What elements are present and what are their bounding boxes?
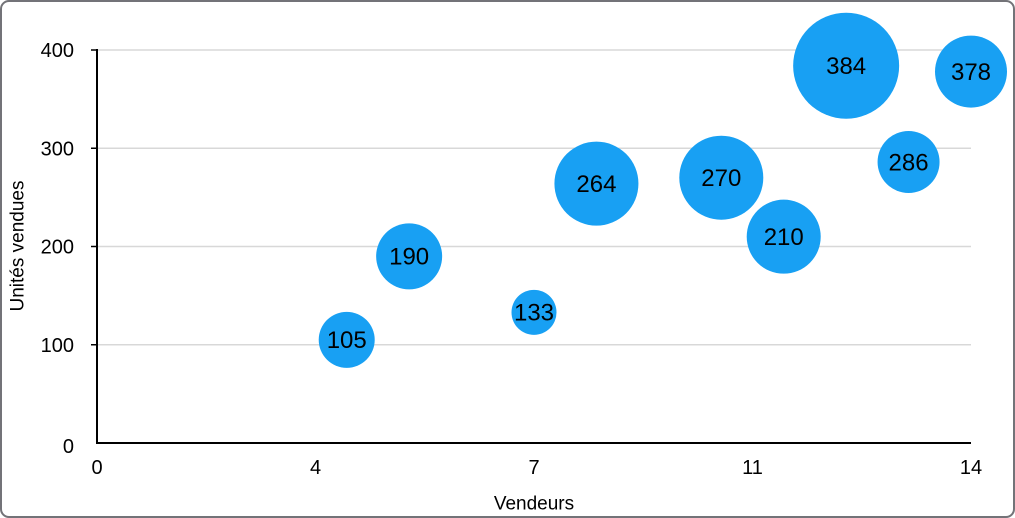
x-tick-label-14: 14 [960,457,982,479]
bubble-378 [935,35,1007,108]
bubble-105 [318,311,375,368]
y-tick-label-400: 400 [41,40,74,62]
bubble-133 [511,289,557,335]
y-tick-label-300: 300 [41,138,74,160]
x-tick-label-7: 7 [528,457,539,479]
bubble-190 [376,223,443,290]
bubble-label-133: 133 [514,300,554,327]
bubble-label-384: 384 [826,53,866,80]
bubble-label-378: 378 [951,59,991,86]
x-tick-label-4: 4 [310,457,321,479]
y-tick-label-100: 100 [41,335,74,357]
bubble-label-264: 264 [576,171,616,198]
bubble-210 [746,199,821,274]
bubble-label-286: 286 [889,149,929,176]
bubble-label-270: 270 [701,165,741,192]
bubble-label-105: 105 [327,327,367,354]
bubble-label-190: 190 [389,244,429,271]
bubble-label-210: 210 [764,224,804,251]
bubble-286 [877,131,940,194]
x-tick-label-0: 0 [91,457,102,479]
x-axis-title: Vendeurs [494,494,574,515]
bubble-384 [793,12,900,119]
bubble-270 [679,135,764,220]
y-tick-label-0: 0 [63,436,74,458]
x-tick-label-11: 11 [742,457,763,479]
y-axis-title: Unités vendues [8,181,29,312]
bubble-264 [554,141,639,226]
y-tick-label-200: 200 [41,237,74,259]
